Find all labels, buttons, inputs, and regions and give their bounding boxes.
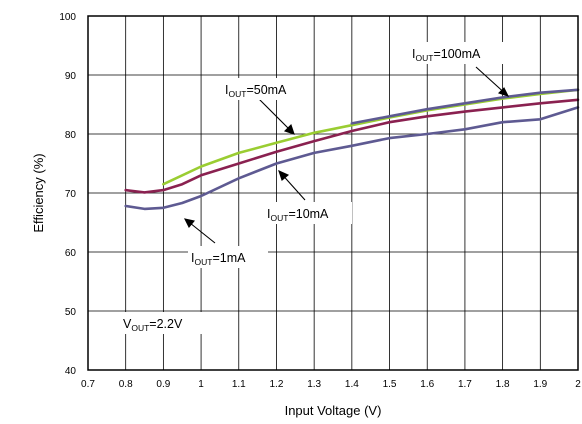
x-tick-label: 1.2 <box>270 379 284 390</box>
series-line-2 <box>124 98 580 194</box>
label-box-vout <box>120 312 208 334</box>
y-tick-label: 60 <box>65 248 77 259</box>
y-tick-label: 100 <box>59 12 76 23</box>
arrow-1ma-head <box>183 218 196 228</box>
y-tick-label: 70 <box>65 189 77 200</box>
y-axis-title: Efficiency (%) <box>31 153 46 232</box>
y-tick-label: 90 <box>65 71 77 82</box>
x-axis-title: Input Voltage (V) <box>285 403 382 418</box>
x-tick-label: 1.4 <box>345 379 359 390</box>
label-1ma: IOUT=1mA <box>191 251 246 267</box>
x-tick-labels: 0.7 0.8 0.9 1 1.1 1.2 1.3 1.4 1.5 1.6 1.7 1.8 1.9 2 <box>81 379 581 390</box>
x-tick-label: 1.5 <box>383 379 397 390</box>
label-box-50ma <box>222 78 310 100</box>
label-100ma: IOUT=100mA <box>412 47 481 63</box>
label-50ma: IOUT=50mA <box>225 83 287 99</box>
label-vout: VOUT=2.2V <box>123 317 183 333</box>
x-tick-label: 1.3 <box>307 379 321 390</box>
x-tick-label: 0.9 <box>156 379 170 390</box>
x-tick-label: 1.7 <box>458 379 472 390</box>
y-tick-label: 40 <box>65 366 77 377</box>
label-box-1ma <box>188 246 268 268</box>
annotation-arrows <box>183 66 510 244</box>
annotation-labels: IOUT=100mA IOUT=50mA IOUT=10mA IOUT=1mA … <box>120 42 505 334</box>
arrow-50ma-head <box>283 123 295 135</box>
x-tick-label: 1.8 <box>496 379 510 390</box>
series-line-1 <box>124 106 580 211</box>
label-10ma: IOUT=10mA <box>267 207 329 223</box>
x-tick-label: 1.6 <box>420 379 434 390</box>
x-tick-label: 1 <box>198 379 204 390</box>
arrow-100ma-head <box>497 87 510 97</box>
x-tick-label: 1.1 <box>232 379 246 390</box>
x-tick-label: 0.7 <box>81 379 95 390</box>
arrow-10ma-head <box>278 169 290 181</box>
x-tick-label: 1.9 <box>533 379 547 390</box>
y-tick-labels: 40 50 60 70 80 90 100 <box>59 12 76 377</box>
y-tick-label: 50 <box>65 307 77 318</box>
x-tick-label: 2 <box>575 379 581 390</box>
series-line-4 <box>350 88 580 125</box>
label-box-10ma <box>264 202 352 224</box>
label-box-100ma <box>409 42 505 64</box>
plot-frame <box>87 15 579 371</box>
y-tick-label: 80 <box>65 130 77 141</box>
x-tick-label: 0.8 <box>119 379 133 390</box>
series-lines <box>124 88 580 211</box>
